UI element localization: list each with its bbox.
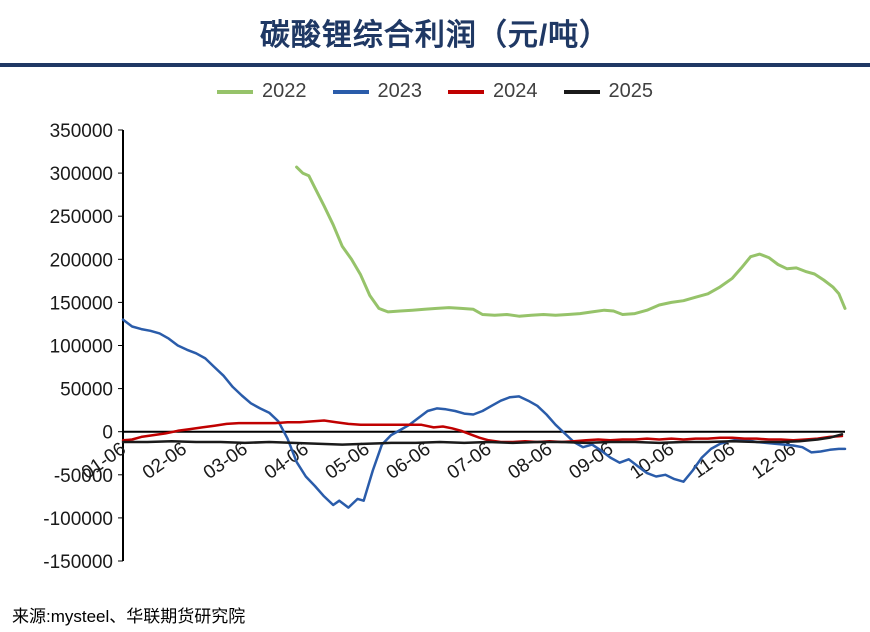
y-axis-tick-label: -50000 bbox=[54, 466, 113, 487]
legend-label-2024: 2024 bbox=[493, 80, 538, 102]
x-axis-tick-label: 03-06 bbox=[200, 439, 252, 484]
legend-swatch-2024 bbox=[448, 89, 484, 94]
legend-item-2022: 2022 bbox=[217, 80, 307, 103]
series-line-2022 bbox=[295, 165, 847, 318]
y-axis-tick-label: 300000 bbox=[50, 164, 113, 185]
title-underline bbox=[0, 63, 870, 67]
source-note: 来源:mysteel、华联期货研究院 bbox=[12, 607, 246, 626]
x-axis-tick-label: 07-06 bbox=[444, 439, 496, 484]
y-axis-tick-label: 50000 bbox=[60, 380, 113, 401]
x-axis-tick-label: 06-06 bbox=[383, 439, 435, 484]
y-axis-tick-label: 0 bbox=[102, 423, 113, 444]
y-axis-tick-label: 100000 bbox=[50, 337, 113, 358]
legend-item-2025: 2025 bbox=[563, 80, 654, 103]
series-line-2025 bbox=[121, 433, 844, 446]
chart-legend: 2022 2023 2024 2025 bbox=[0, 80, 870, 103]
y-axis-tick-label: -100000 bbox=[43, 509, 113, 530]
x-axis-tick-label: 11-06 bbox=[688, 439, 739, 483]
legend-swatch-2023 bbox=[332, 89, 369, 94]
profit-line-chart: 350000 300000 250000 200000 150000 100000 5000… bbox=[43, 121, 847, 573]
legend-swatch-2025 bbox=[563, 89, 600, 94]
chart-area: 350000 300000 250000 200000 150000 100000 5000… bbox=[0, 100, 870, 600]
x-axis-tick-label: 08-06 bbox=[505, 439, 557, 484]
y-axis-tick-label: 250000 bbox=[50, 207, 113, 228]
x-axis-tick-label: 02-06 bbox=[139, 439, 191, 484]
legend-label-2023: 2023 bbox=[377, 80, 423, 102]
series-line-2023 bbox=[121, 318, 847, 509]
y-axis-tick-label: 200000 bbox=[50, 250, 113, 271]
y-axis-tick-label: -150000 bbox=[43, 552, 113, 573]
legend-label-2022: 2022 bbox=[262, 80, 307, 102]
y-axis-tick-label: 350000 bbox=[50, 121, 113, 142]
y-axis-tick-label: 150000 bbox=[50, 293, 113, 314]
chart-title: 碳酸锂综合利润（元/吨） bbox=[259, 19, 611, 52]
legend-item-2024: 2024 bbox=[448, 80, 538, 103]
series-line-2024 bbox=[121, 419, 844, 444]
legend-swatch-2022 bbox=[217, 89, 253, 94]
legend-item-2023: 2023 bbox=[332, 80, 423, 103]
legend-label-2025: 2025 bbox=[608, 80, 654, 102]
